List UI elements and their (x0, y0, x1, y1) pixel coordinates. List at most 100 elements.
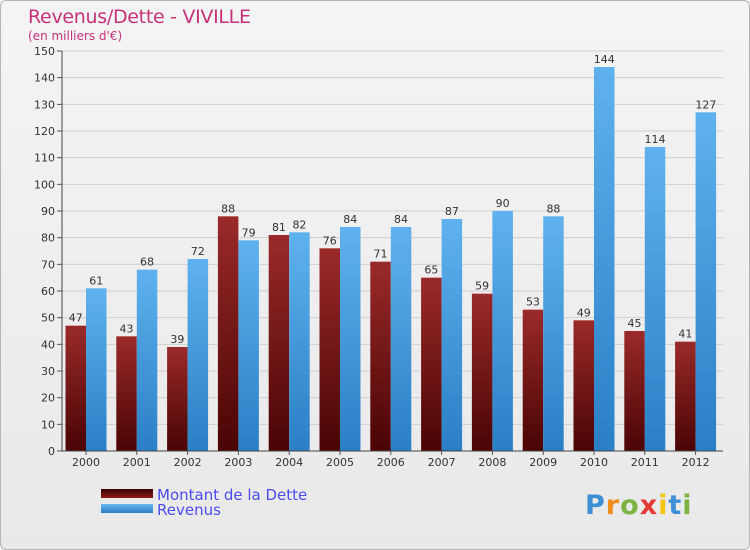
data-label-debt: 71 (374, 248, 388, 261)
x-tick-label: 2004 (275, 456, 303, 469)
data-label-debt: 65 (424, 264, 438, 277)
y-tick-label: 80 (41, 232, 55, 245)
y-tick-label: 70 (41, 258, 55, 271)
x-tick-label: 2012 (682, 456, 710, 469)
chart-title: Revenus/Dette - VIVILLE (28, 6, 251, 28)
logo-letter: t (668, 490, 683, 521)
y-tick-label: 40 (41, 338, 55, 351)
bar-revenus (644, 147, 666, 451)
logo-letter: r (605, 490, 621, 521)
bar-revenus (594, 67, 615, 451)
data-label-revenus: 114 (645, 133, 666, 146)
data-label-revenus: 68 (140, 256, 154, 269)
data-label-revenus: 127 (695, 98, 716, 111)
bar-revenus (492, 211, 513, 451)
data-label-revenus: 90 (496, 197, 510, 210)
legend-label-revenus: Revenus (157, 501, 221, 519)
data-label-revenus: 79 (242, 226, 256, 239)
bar-revenus (86, 288, 107, 451)
bar-revenus (695, 112, 717, 451)
bar-debt (217, 216, 239, 451)
bars (65, 67, 717, 451)
logo-letter: i (658, 490, 669, 521)
bar-revenus (289, 232, 310, 451)
data-label-revenus: 87 (445, 205, 459, 218)
data-label-debt: 59 (475, 280, 489, 293)
data-label-debt: 39 (170, 333, 184, 346)
bar-debt (167, 347, 188, 451)
x-tick-label: 2003 (224, 456, 252, 469)
logo-letter: o (620, 490, 640, 521)
bar-revenus (238, 240, 259, 451)
y-tick-label: 110 (34, 152, 55, 165)
bar-debt (319, 248, 340, 451)
y-tick-label: 90 (41, 205, 55, 218)
y-tick-label: 10 (41, 418, 55, 431)
bar-debt (573, 320, 594, 451)
y-tick-label: 100 (34, 178, 55, 191)
y-tick-label: 30 (41, 365, 55, 378)
proxiti-logo: Proxiti (585, 490, 693, 521)
data-label-revenus: 72 (191, 245, 205, 258)
logo-letter: i (682, 490, 693, 521)
y-tick-label: 150 (34, 45, 55, 58)
legend-swatch-debt (101, 489, 153, 498)
legend-label-debt: Montant de la Dette (157, 486, 308, 504)
bar-revenus (390, 227, 412, 451)
legend-swatch-revenus (101, 504, 153, 513)
bar-debt (370, 261, 391, 451)
x-tick-label: 2010 (580, 456, 608, 469)
data-label-revenus: 61 (89, 274, 103, 287)
bar-revenus (187, 259, 209, 451)
y-tick-label: 0 (48, 445, 55, 458)
bar-debt (675, 341, 696, 451)
data-label-debt: 76 (323, 234, 337, 247)
x-tick-label: 2008 (478, 456, 506, 469)
y-tick-label: 60 (41, 285, 55, 298)
logo-letter: P (585, 490, 606, 521)
data-label-revenus: 144 (594, 53, 615, 66)
y-tick-label: 50 (41, 312, 55, 325)
data-labels: 47 61 43 68 39 72 88 79 81 82 76 84 71 84 65 87 59 90 53 88… (69, 53, 717, 346)
data-label-debt: 41 (678, 328, 692, 341)
data-label-debt: 47 (69, 312, 83, 325)
data-label-debt: 45 (628, 317, 642, 330)
chart-subtitle: (en milliers d'€) (28, 29, 123, 43)
bar-debt (522, 309, 544, 451)
data-label-revenus: 84 (394, 213, 408, 226)
data-label-revenus: 82 (292, 218, 306, 231)
y-tick-label: 130 (34, 98, 55, 111)
x-tick-label: 2006 (377, 456, 405, 469)
x-tick-label: 2002 (174, 456, 202, 469)
data-label-debt: 81 (272, 221, 286, 234)
data-label-debt: 43 (120, 322, 134, 335)
data-label-revenus: 88 (546, 202, 560, 215)
logo-letter: x (639, 490, 659, 521)
y-tick-label: 120 (34, 125, 55, 138)
y-tick-label: 20 (41, 392, 55, 405)
x-tick-label: 2009 (529, 456, 557, 469)
x-tick-label: 2000 (72, 456, 100, 469)
data-label-debt: 49 (577, 306, 591, 319)
bar-revenus (543, 216, 564, 451)
x-tick-label: 2011 (631, 456, 659, 469)
x-tick-label: 2005 (326, 456, 354, 469)
data-label-debt: 88 (221, 202, 235, 215)
bar-revenus (441, 219, 463, 451)
axes: 0 10 20 30 40 50 60 70 80 90 100 110 120 130 140 150 200… (34, 45, 723, 469)
x-tick-label: 2007 (428, 456, 456, 469)
bar-revenus (136, 269, 158, 451)
data-label-debt: 53 (526, 296, 540, 309)
data-label-revenus: 84 (343, 213, 357, 226)
bar-revenus (340, 227, 361, 451)
bar-debt (268, 235, 290, 451)
x-tick-label: 2001 (123, 456, 151, 469)
bar-debt (65, 325, 86, 451)
y-tick-label: 140 (34, 72, 55, 85)
bar-debt (116, 336, 137, 451)
bar-debt (624, 331, 645, 451)
bar-debt (471, 293, 493, 451)
bar-debt (421, 277, 442, 451)
